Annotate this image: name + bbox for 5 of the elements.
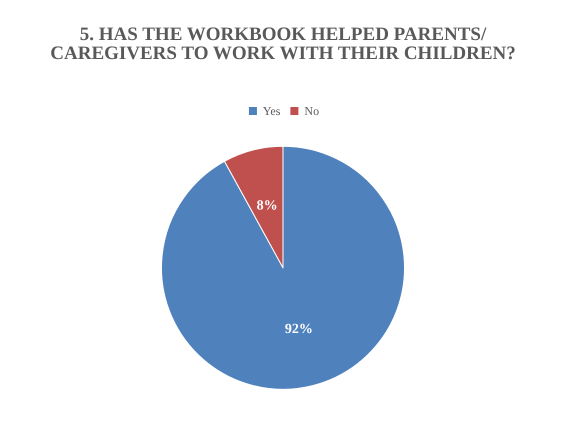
legend-label: Yes: [262, 104, 281, 118]
data-label: 8%: [256, 198, 278, 214]
data-label: 92%: [284, 322, 313, 338]
chart-title: 5. HAS THE WORKBOOK HELPED PARENTS/CAREGIVERS TO WORK WITH THEIR CHILDREN?: [50, 24, 516, 64]
legend-label: No: [304, 104, 320, 118]
